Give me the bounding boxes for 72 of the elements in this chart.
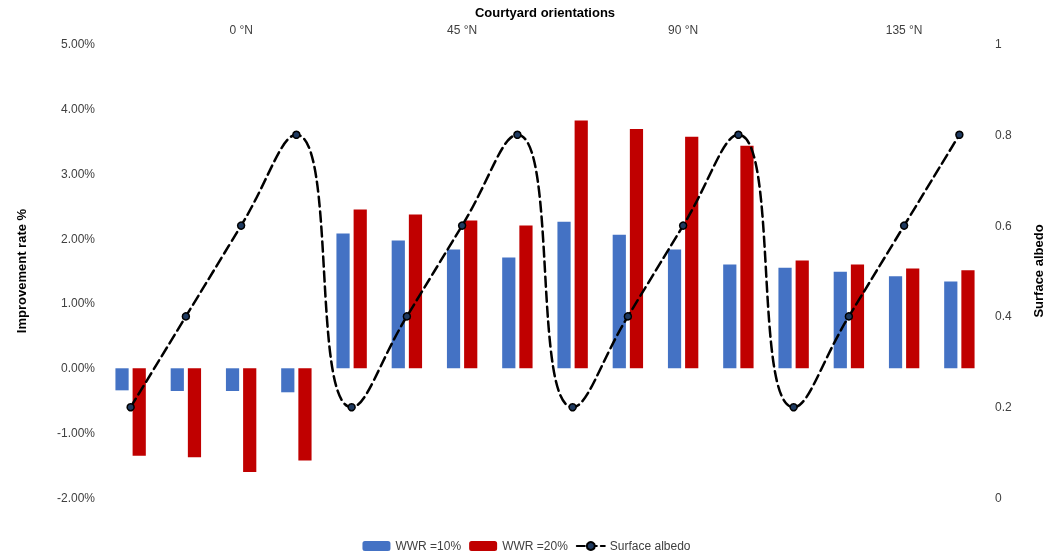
bar bbox=[629, 128, 644, 369]
y2-tick-label: 0.6 bbox=[995, 218, 1013, 233]
point bbox=[457, 221, 467, 230]
bar bbox=[391, 240, 405, 369]
y2-axis-title: Surface albedo bbox=[1031, 224, 1046, 318]
x-tick-label: 135 °N bbox=[885, 23, 923, 37]
bar bbox=[298, 368, 312, 461]
point bbox=[899, 221, 909, 230]
bar bbox=[574, 120, 588, 369]
point bbox=[347, 402, 356, 412]
bar bbox=[115, 368, 129, 391]
bar bbox=[944, 281, 958, 369]
bar bbox=[557, 221, 571, 369]
legend-label: Surface albedo bbox=[609, 539, 691, 553]
y-tick-label: 3.00% bbox=[60, 166, 96, 181]
bar bbox=[795, 260, 809, 369]
bar bbox=[833, 271, 847, 369]
bar bbox=[446, 249, 461, 369]
bar bbox=[336, 233, 350, 369]
bar bbox=[888, 276, 903, 369]
bar bbox=[685, 136, 699, 369]
bar bbox=[353, 209, 367, 369]
x-axis-title: Courtyard orientations bbox=[474, 5, 616, 21]
y-tick-label: 5.00% bbox=[60, 37, 96, 51]
bar bbox=[243, 368, 257, 473]
bar bbox=[723, 264, 737, 369]
y-tick-label: 0.00% bbox=[60, 361, 96, 376]
x-tick-label: 45 °N bbox=[447, 23, 478, 37]
point bbox=[734, 130, 743, 140]
bar bbox=[502, 257, 516, 369]
y2-tick-label: 0 bbox=[995, 491, 1002, 505]
bar bbox=[740, 145, 754, 369]
y2-tick-label: 0.8 bbox=[995, 127, 1013, 142]
y-axis-title: Improvement rate % bbox=[14, 208, 29, 334]
bar bbox=[667, 249, 682, 369]
bar bbox=[464, 220, 478, 369]
bar bbox=[850, 264, 865, 369]
point bbox=[236, 221, 246, 230]
y-tick-label: -1.00% bbox=[56, 426, 96, 441]
x-tick-label: 0 °N bbox=[229, 23, 253, 37]
bar bbox=[906, 268, 920, 369]
point bbox=[292, 130, 301, 140]
bar bbox=[778, 267, 792, 369]
point bbox=[513, 130, 522, 140]
y-tick-label: 4.00% bbox=[60, 101, 96, 116]
y-tick-label: 2.00% bbox=[60, 231, 96, 246]
y2-tick-label: 1 bbox=[995, 37, 1002, 51]
point bbox=[678, 221, 688, 230]
legend-label: WWR =20% bbox=[502, 539, 569, 553]
legend-label: WWR =10% bbox=[395, 539, 462, 553]
point bbox=[181, 312, 191, 321]
point bbox=[955, 130, 964, 140]
bar bbox=[187, 368, 202, 458]
bar bbox=[612, 234, 626, 369]
bar bbox=[170, 368, 184, 391]
point bbox=[623, 312, 633, 321]
point bbox=[789, 402, 798, 412]
point bbox=[126, 402, 135, 412]
bar bbox=[281, 368, 295, 393]
y2-tick-label: 0.2 bbox=[995, 400, 1013, 415]
bar bbox=[961, 270, 975, 369]
point bbox=[568, 402, 577, 412]
y2-tick-label: 0.4 bbox=[995, 309, 1013, 324]
bar bbox=[408, 214, 423, 369]
bar bbox=[132, 368, 146, 456]
y-tick-label: -2.00% bbox=[56, 491, 96, 505]
bar bbox=[519, 225, 533, 369]
x-tick-label: 90 °N bbox=[668, 23, 699, 37]
point bbox=[844, 312, 854, 321]
bar bbox=[225, 368, 240, 391]
point bbox=[402, 312, 412, 321]
y-tick-label: 1.00% bbox=[60, 296, 96, 311]
